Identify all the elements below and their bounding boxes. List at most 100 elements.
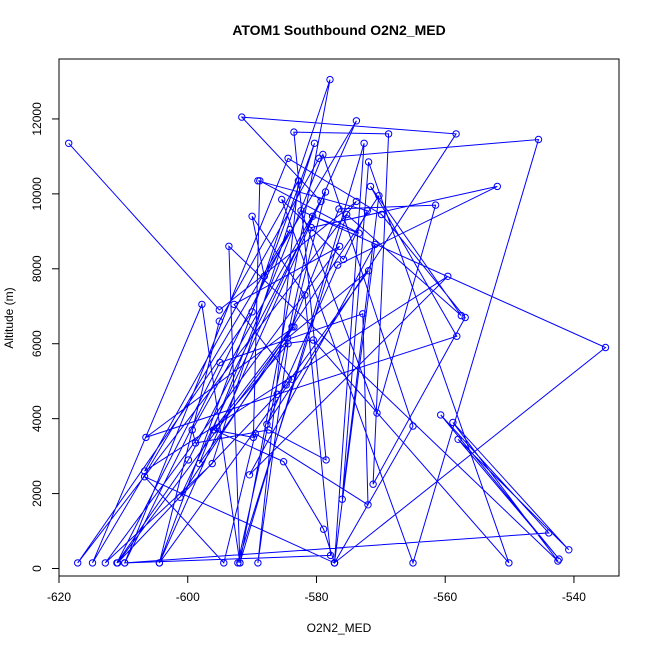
data-point [360,139,368,148]
data-point [238,113,246,121]
data-point [364,158,373,166]
y-tick-label: 10000 [30,177,44,211]
data-point [254,177,262,185]
x-axis-label: O2N2_MED [307,621,372,635]
y-axis-label: Altitude (m) [2,287,16,348]
data-point [280,340,288,348]
data-point [198,300,206,309]
data-point [184,456,193,464]
data-point [461,313,469,322]
data-point [251,429,260,438]
data-point [335,242,344,251]
data-point [273,390,281,398]
data-point [310,139,319,148]
data-point [363,207,371,215]
data-point [284,154,292,163]
data-point [371,240,379,249]
data-point [234,559,242,567]
data-point [384,130,393,138]
data-point [554,557,562,565]
data-point [431,201,440,209]
data-point [307,223,315,232]
data-point [74,559,82,567]
data-point [301,291,309,299]
data-point [409,422,417,430]
data-point [220,559,228,567]
x-tick-label: -600 [176,590,200,604]
data-point [449,418,457,427]
data-point [352,117,361,125]
data-point [155,559,164,567]
data-point [452,130,460,138]
data-point [330,559,339,567]
data-point [294,177,303,185]
data-point [249,433,258,442]
y-tick-label: 8000 [30,255,44,282]
data-point [176,493,184,501]
data-point [355,229,363,237]
data-point [216,358,224,367]
data-point [601,343,610,352]
data-point [339,255,348,264]
chart-title: ATOM1 Southbound O2N2_MED [232,22,445,38]
data-point [215,306,224,314]
data-point [334,261,342,269]
data-point [215,317,224,325]
data-point [121,559,129,567]
data-point [230,300,238,309]
data-point [195,459,204,468]
data-point [352,197,361,206]
data-point [534,135,543,144]
x-tick-label: -580 [304,590,328,604]
data-point [284,340,292,348]
data-point [256,177,264,185]
data-point [290,323,298,331]
data-point [225,242,233,251]
data-point [236,559,244,567]
data-point [359,310,367,318]
data-point [364,501,372,509]
data-point [505,559,513,567]
data-point [245,471,254,479]
data-point [282,381,290,389]
data-point [565,546,573,554]
data-point [377,210,386,219]
data-point [308,212,317,221]
plot-frame [58,58,620,577]
data-point [555,555,563,563]
data-point [343,210,351,219]
y-tick-label: 2000 [30,480,44,507]
data-point [88,559,97,567]
data-point [263,420,271,428]
data-point [286,225,294,234]
data-point [454,435,462,443]
data-point [209,426,218,434]
data-point [288,323,296,331]
y-tick-label: 0 [30,565,44,572]
data-point [369,480,377,488]
data-point [366,182,375,191]
x-axis: -620 -600 -580 -560 -540 [47,576,586,604]
series-line [68,79,607,565]
data-point [65,139,73,148]
data-point [335,205,343,213]
data-point [457,311,465,320]
y-tick-label: 12000 [30,102,44,136]
data-point [142,433,150,442]
data-point [290,128,298,136]
data-point [279,458,288,466]
data-point [191,439,200,447]
data-point [444,272,452,280]
y-tick-label: 4000 [30,405,44,432]
y-axis: 0 2000 4000 6000 8000 10000 12000 [30,102,59,572]
data-point [248,308,256,316]
data-point [140,467,149,475]
data-point [260,272,268,280]
data-point [326,75,334,84]
data-point [283,334,292,342]
data-point [288,375,296,383]
data-point [326,551,335,560]
data-point [248,212,256,221]
data-point [319,150,327,159]
